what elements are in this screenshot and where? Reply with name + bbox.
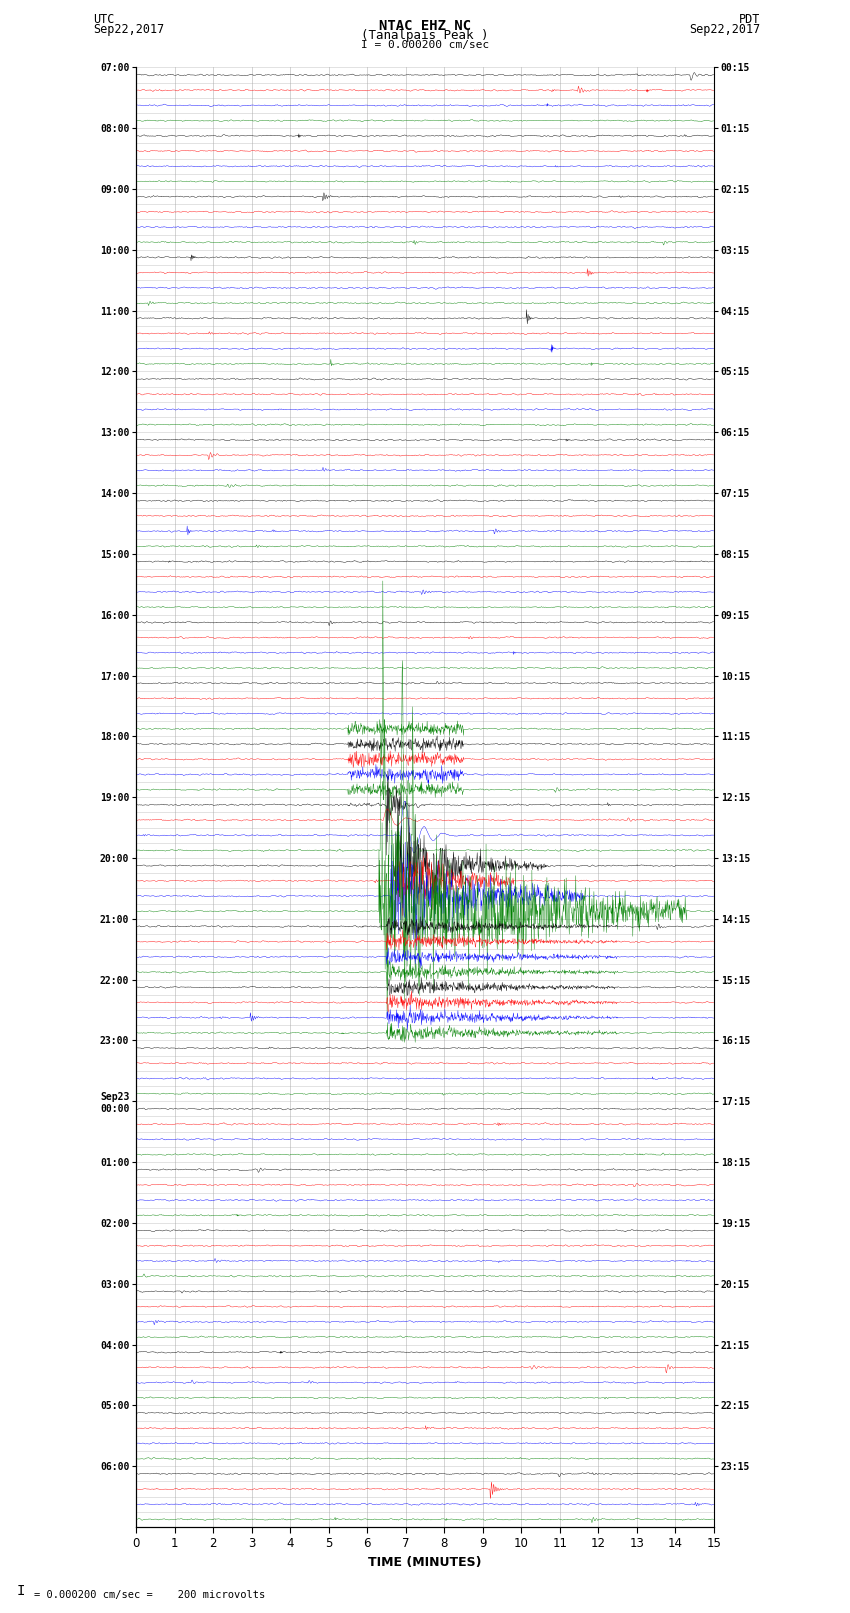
Text: NTAC EHZ NC: NTAC EHZ NC — [379, 19, 471, 34]
Text: (Tanalpais Peak ): (Tanalpais Peak ) — [361, 29, 489, 42]
X-axis label: TIME (MINUTES): TIME (MINUTES) — [368, 1557, 482, 1569]
Text: PDT: PDT — [740, 13, 761, 26]
Text: Sep22,2017: Sep22,2017 — [689, 23, 761, 35]
Text: = 0.000200 cm/sec =    200 microvolts: = 0.000200 cm/sec = 200 microvolts — [34, 1590, 265, 1600]
Text: Sep22,2017: Sep22,2017 — [94, 23, 165, 35]
Text: I = 0.000200 cm/sec: I = 0.000200 cm/sec — [361, 40, 489, 50]
Text: I: I — [17, 1584, 26, 1598]
Text: UTC: UTC — [94, 13, 115, 26]
